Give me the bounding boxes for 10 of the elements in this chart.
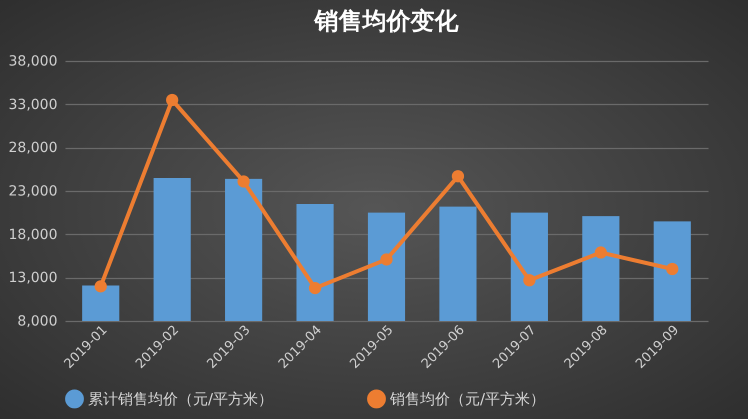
legend-label: 累计销售均价（元/平方米） [88,390,274,408]
y-tick-label: 8,000 [17,314,58,330]
y-tick-label: 23,000 [8,184,58,200]
y-tick-label: 28,000 [8,140,58,156]
y-tick-label: 18,000 [8,226,58,243]
legend-label: 销售均价（元/平方米） [389,390,546,408]
chart-title: 销售均价变化 [314,7,460,35]
y-tick-label: 38,000 [8,54,58,70]
y-tick-label: 13,000 [8,270,58,286]
y-tick-label: 33,000 [8,96,58,113]
